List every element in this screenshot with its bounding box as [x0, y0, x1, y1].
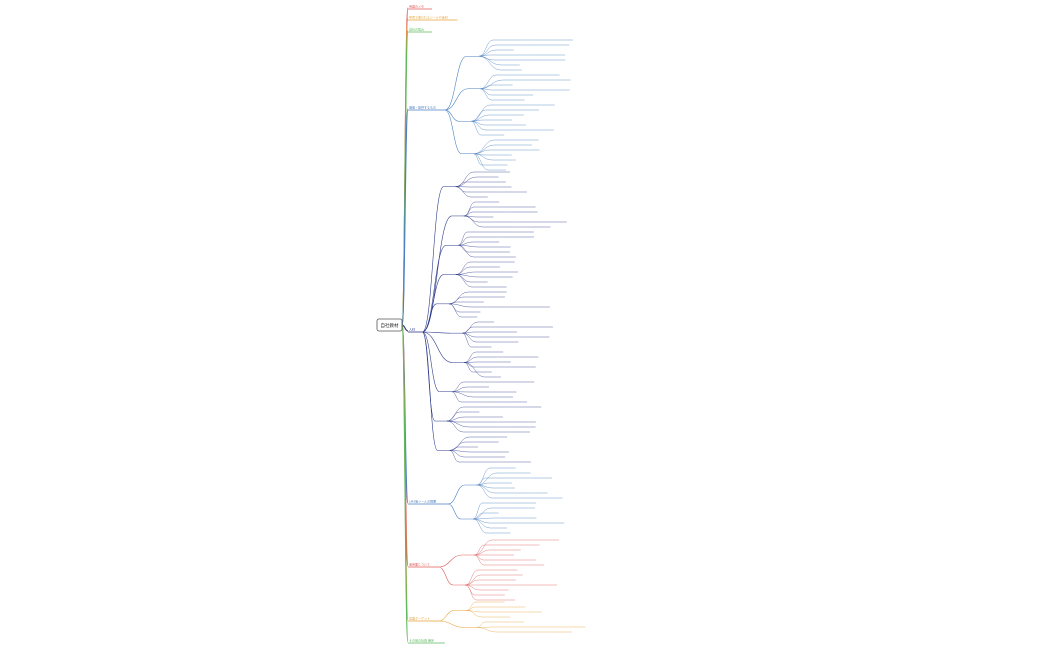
sub-link [448, 485, 465, 504]
leaf-link [456, 267, 470, 275]
leaf-link [464, 202, 475, 216]
branch-label: 用語のメモ [409, 4, 424, 9]
leaf-link [456, 275, 471, 282]
branch-label: 運用面について [409, 562, 430, 567]
leaf-link [464, 362, 485, 377]
leaf-link [474, 545, 484, 555]
sub-link [438, 611, 454, 622]
leaf-link [479, 40, 494, 56]
leaf-link [464, 207, 474, 216]
leaf-link [471, 105, 490, 121]
leaf-link [464, 357, 477, 362]
leaf-link [464, 362, 472, 372]
leaf-link [449, 304, 462, 317]
sub-link [422, 245, 446, 332]
leaf-link [477, 485, 492, 498]
leaf-link [456, 182, 467, 187]
leaf-link [473, 508, 491, 519]
sub-link [445, 110, 459, 121]
sub-link [445, 110, 462, 154]
leaf-link [477, 622, 485, 628]
sub-link [448, 504, 461, 519]
leaf-link [458, 245, 473, 257]
leaf-link [449, 447, 458, 450]
leaf-link [474, 145, 495, 154]
leaf-link [462, 322, 478, 333]
sub-link [422, 304, 437, 332]
leaf-link [449, 437, 469, 450]
sub-link [438, 555, 462, 567]
branch-label: LMS等ツールの概要 [409, 499, 436, 504]
sub-link [422, 187, 443, 332]
leaf-link [474, 154, 489, 170]
branch-label: その他の社員 補足 [409, 638, 434, 643]
leaf-link [464, 352, 476, 362]
leaf-link [474, 540, 492, 555]
leaf-link [456, 172, 475, 187]
branch-label: 営業ターゲット [409, 616, 430, 621]
leaf-link [474, 140, 495, 154]
leaf-link [474, 150, 490, 154]
leaf-link [449, 297, 464, 304]
leaf-link [480, 89, 492, 100]
leaf-link [479, 56, 502, 65]
leaf-link [474, 550, 489, 555]
sub-link [422, 275, 443, 332]
branch-link [402, 31, 408, 325]
leaf-link [471, 110, 486, 121]
sub-link [445, 89, 468, 110]
sub-link [438, 621, 465, 628]
leaf-link [449, 442, 465, 450]
branch-label: 自社の強み [409, 27, 424, 32]
leaf-link [465, 585, 476, 600]
leaf-link [473, 519, 490, 523]
leaf-link [447, 412, 460, 421]
leaf-link [458, 237, 469, 245]
leaf-link [458, 245, 468, 252]
sub-link [422, 332, 437, 450]
branch-label: 人材 [409, 327, 415, 332]
leaf-link [466, 602, 476, 611]
sub-link [438, 567, 453, 585]
leaf-link [464, 216, 483, 227]
leaf-link [477, 485, 495, 493]
leaf-link [473, 519, 490, 528]
leaf-link [479, 56, 501, 70]
leaf-link [477, 627, 496, 628]
leaf-link [449, 450, 458, 462]
branch-label: 学習で使われるツールや素材 [409, 15, 448, 20]
leaf-link [456, 272, 476, 275]
leaf-link [456, 187, 466, 192]
sub-link [445, 56, 467, 110]
leaf-link [449, 304, 460, 312]
leaf-link [449, 302, 458, 304]
sub-link [422, 216, 451, 332]
links [402, 8, 585, 642]
leaf-link [477, 628, 497, 633]
leaf-link [465, 585, 479, 590]
branch-label: 価値・提供するもの [409, 105, 436, 110]
root-label: 自社教材 [381, 322, 399, 329]
leaf-link [471, 120, 484, 121]
